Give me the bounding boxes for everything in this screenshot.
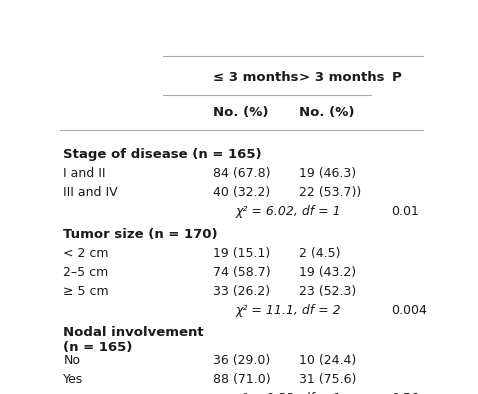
Text: χ² = 0.33, df = 1: χ² = 0.33, df = 1 xyxy=(236,392,341,394)
Text: Yes: Yes xyxy=(64,373,84,386)
Text: Nodal involvement: Nodal involvement xyxy=(64,326,204,339)
Text: Stage of disease (n = 165): Stage of disease (n = 165) xyxy=(64,148,262,161)
Text: > 3 months: > 3 months xyxy=(299,71,384,84)
Text: 84 (67.8): 84 (67.8) xyxy=(214,167,271,180)
Text: P: P xyxy=(391,71,401,84)
Text: 22 (53.7)): 22 (53.7)) xyxy=(299,186,361,199)
Text: 0.56: 0.56 xyxy=(391,392,419,394)
Text: 2 (4.5): 2 (4.5) xyxy=(299,247,340,260)
Text: I and II: I and II xyxy=(64,167,106,180)
Text: No. (%): No. (%) xyxy=(299,106,354,119)
Text: 19 (15.1): 19 (15.1) xyxy=(214,247,271,260)
Text: χ² = 11.1, df = 2: χ² = 11.1, df = 2 xyxy=(236,304,341,317)
Text: χ² = 6.02, df = 1: χ² = 6.02, df = 1 xyxy=(236,205,341,218)
Text: ≤ 3 months: ≤ 3 months xyxy=(214,71,299,84)
Text: 36 (29.0): 36 (29.0) xyxy=(214,353,271,366)
Text: III and IV: III and IV xyxy=(64,186,118,199)
Text: 31 (75.6): 31 (75.6) xyxy=(299,373,356,386)
Text: 0.01: 0.01 xyxy=(391,205,419,218)
Text: No: No xyxy=(64,353,80,366)
Text: 40 (32.2): 40 (32.2) xyxy=(214,186,271,199)
Text: 74 (58.7): 74 (58.7) xyxy=(214,266,271,279)
Text: 23 (52.3): 23 (52.3) xyxy=(299,285,356,298)
Text: (n = 165): (n = 165) xyxy=(64,341,133,354)
Text: 2–5 cm: 2–5 cm xyxy=(64,266,109,279)
Text: 19 (43.2): 19 (43.2) xyxy=(299,266,356,279)
Text: 88 (71.0): 88 (71.0) xyxy=(214,373,271,386)
Text: 10 (24.4): 10 (24.4) xyxy=(299,353,356,366)
Text: 33 (26.2): 33 (26.2) xyxy=(214,285,271,298)
Text: 19 (46.3): 19 (46.3) xyxy=(299,167,356,180)
Text: < 2 cm: < 2 cm xyxy=(64,247,109,260)
Text: 0.004: 0.004 xyxy=(391,304,427,317)
Text: ≥ 5 cm: ≥ 5 cm xyxy=(64,285,109,298)
Text: No. (%): No. (%) xyxy=(214,106,269,119)
Text: Tumor size (n = 170): Tumor size (n = 170) xyxy=(64,228,218,241)
